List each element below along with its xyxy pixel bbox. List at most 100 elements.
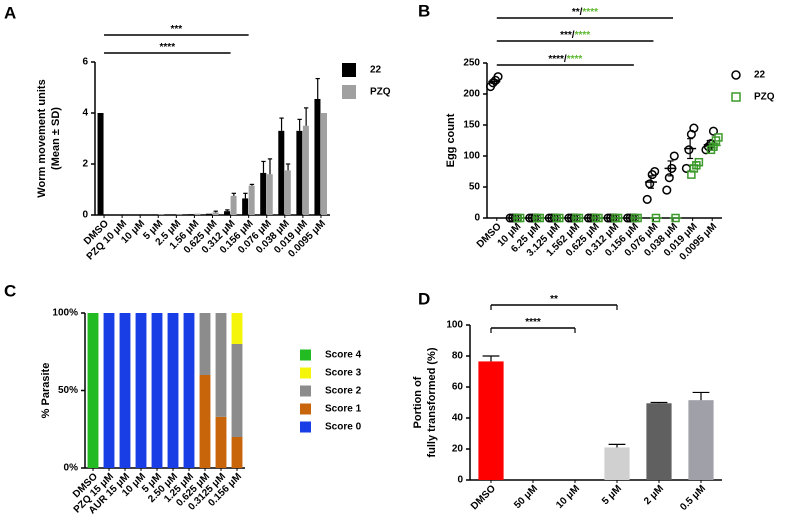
y-axis-title: % Parasite bbox=[40, 363, 52, 419]
x-tick-label: 0.5 μM bbox=[678, 483, 708, 513]
significance-label: *** bbox=[171, 24, 183, 35]
y-tick-label: 100 bbox=[446, 320, 463, 331]
dot bbox=[493, 72, 503, 82]
y-tick-label: 0 bbox=[474, 213, 480, 224]
dot bbox=[488, 78, 498, 88]
bar bbox=[278, 130, 285, 215]
x-tick-label: 10 μM bbox=[554, 483, 582, 511]
legend-label: Score 4 bbox=[325, 350, 362, 361]
y-tick-label: 0% bbox=[64, 463, 79, 474]
bar-segment bbox=[87, 313, 99, 468]
dot bbox=[687, 170, 696, 179]
dot bbox=[662, 185, 672, 195]
bar-segment bbox=[151, 313, 163, 468]
panel-label: A bbox=[4, 3, 16, 22]
legend-swatch bbox=[300, 385, 311, 397]
dot bbox=[708, 126, 719, 136]
panel-label: C bbox=[4, 281, 16, 300]
legend-swatch bbox=[300, 403, 311, 415]
bar-segment bbox=[231, 344, 243, 437]
legend-label: Score 1 bbox=[325, 404, 362, 415]
bar-segment bbox=[231, 313, 243, 344]
x-tick-label: 5 μM bbox=[600, 483, 624, 507]
legend-marker bbox=[731, 92, 741, 102]
legend-swatch bbox=[300, 421, 311, 433]
bar bbox=[97, 113, 104, 215]
significance-label: ****/**** bbox=[548, 54, 582, 65]
x-tick-label: 2 μM bbox=[642, 483, 666, 507]
y-tick-label: 60 bbox=[452, 382, 464, 393]
y-tick-label: 20 bbox=[452, 444, 464, 455]
significance-label: **** bbox=[160, 42, 176, 53]
bar-segment bbox=[199, 375, 211, 468]
significance-stars: **** bbox=[575, 30, 591, 41]
bar bbox=[688, 400, 714, 480]
y-tick-label: 40 bbox=[452, 413, 464, 424]
bar-segment bbox=[119, 313, 131, 468]
dot bbox=[664, 173, 674, 183]
significance-label: ***/**** bbox=[560, 30, 590, 41]
significance-stars: ****/ bbox=[548, 54, 567, 65]
bar-segment bbox=[167, 313, 179, 468]
panel-label: D bbox=[418, 289, 430, 308]
significance-stars: **** bbox=[525, 317, 541, 328]
bar-segment bbox=[215, 313, 227, 417]
significance-stars: **** bbox=[160, 42, 176, 53]
bar bbox=[176, 214, 183, 215]
legend-label: 22 bbox=[370, 65, 382, 76]
bar bbox=[320, 113, 327, 215]
significance-label: **/**** bbox=[572, 7, 598, 18]
dot bbox=[689, 123, 699, 133]
bar bbox=[314, 98, 321, 215]
y-tick-label: 250 bbox=[463, 58, 480, 69]
y-axis-title: fully transformed (%) bbox=[426, 347, 438, 457]
bar bbox=[205, 213, 212, 215]
bar bbox=[194, 213, 201, 215]
legend-swatch bbox=[342, 85, 356, 99]
y-tick-label: 100% bbox=[52, 308, 78, 319]
y-axis-title: Egg count bbox=[445, 113, 457, 167]
bar bbox=[230, 195, 237, 215]
bar bbox=[260, 172, 267, 215]
legend-marker bbox=[731, 70, 741, 80]
bar bbox=[646, 403, 672, 480]
y-tick-label: 50% bbox=[58, 385, 78, 396]
y-tick-label: 2 bbox=[82, 159, 88, 170]
bar bbox=[266, 174, 273, 215]
bar bbox=[242, 198, 249, 215]
y-tick-label: 50 bbox=[469, 182, 481, 193]
significance-stars: ** bbox=[550, 294, 558, 305]
bar-segment bbox=[231, 437, 243, 468]
y-axis-title: (Mean ± SD) bbox=[50, 107, 62, 170]
y-tick-label: 4 bbox=[82, 108, 88, 119]
significance-stars: *** bbox=[171, 24, 183, 35]
legend-swatch bbox=[300, 349, 311, 361]
legend-swatch bbox=[300, 367, 311, 379]
bar-segment bbox=[215, 416, 227, 468]
legend-label: PZQ bbox=[370, 87, 391, 98]
legend-swatch bbox=[342, 63, 356, 77]
x-tick-label: 50 μM bbox=[512, 483, 540, 511]
legend-label: PZQ bbox=[754, 92, 775, 103]
bar bbox=[302, 125, 309, 215]
y-axis-title: Worm movement units bbox=[36, 79, 48, 197]
legend-label: Score 0 bbox=[325, 422, 362, 433]
bar bbox=[224, 211, 231, 215]
bar bbox=[248, 185, 255, 215]
dot bbox=[684, 145, 694, 155]
legend-label: Score 3 bbox=[325, 368, 362, 379]
significance-stars: **** bbox=[567, 54, 583, 65]
bar bbox=[604, 447, 630, 480]
significance-stars: **/ bbox=[572, 7, 583, 18]
bar bbox=[169, 214, 176, 215]
panel-label: B bbox=[418, 1, 430, 20]
bar bbox=[151, 214, 158, 215]
y-tick-label: 0 bbox=[457, 475, 463, 486]
bar-segment bbox=[199, 313, 211, 375]
bar-segment bbox=[183, 313, 195, 468]
significance-stars: **** bbox=[582, 7, 598, 18]
bar bbox=[284, 170, 291, 215]
dot bbox=[650, 166, 660, 177]
y-axis-title: Portion of bbox=[412, 376, 424, 428]
